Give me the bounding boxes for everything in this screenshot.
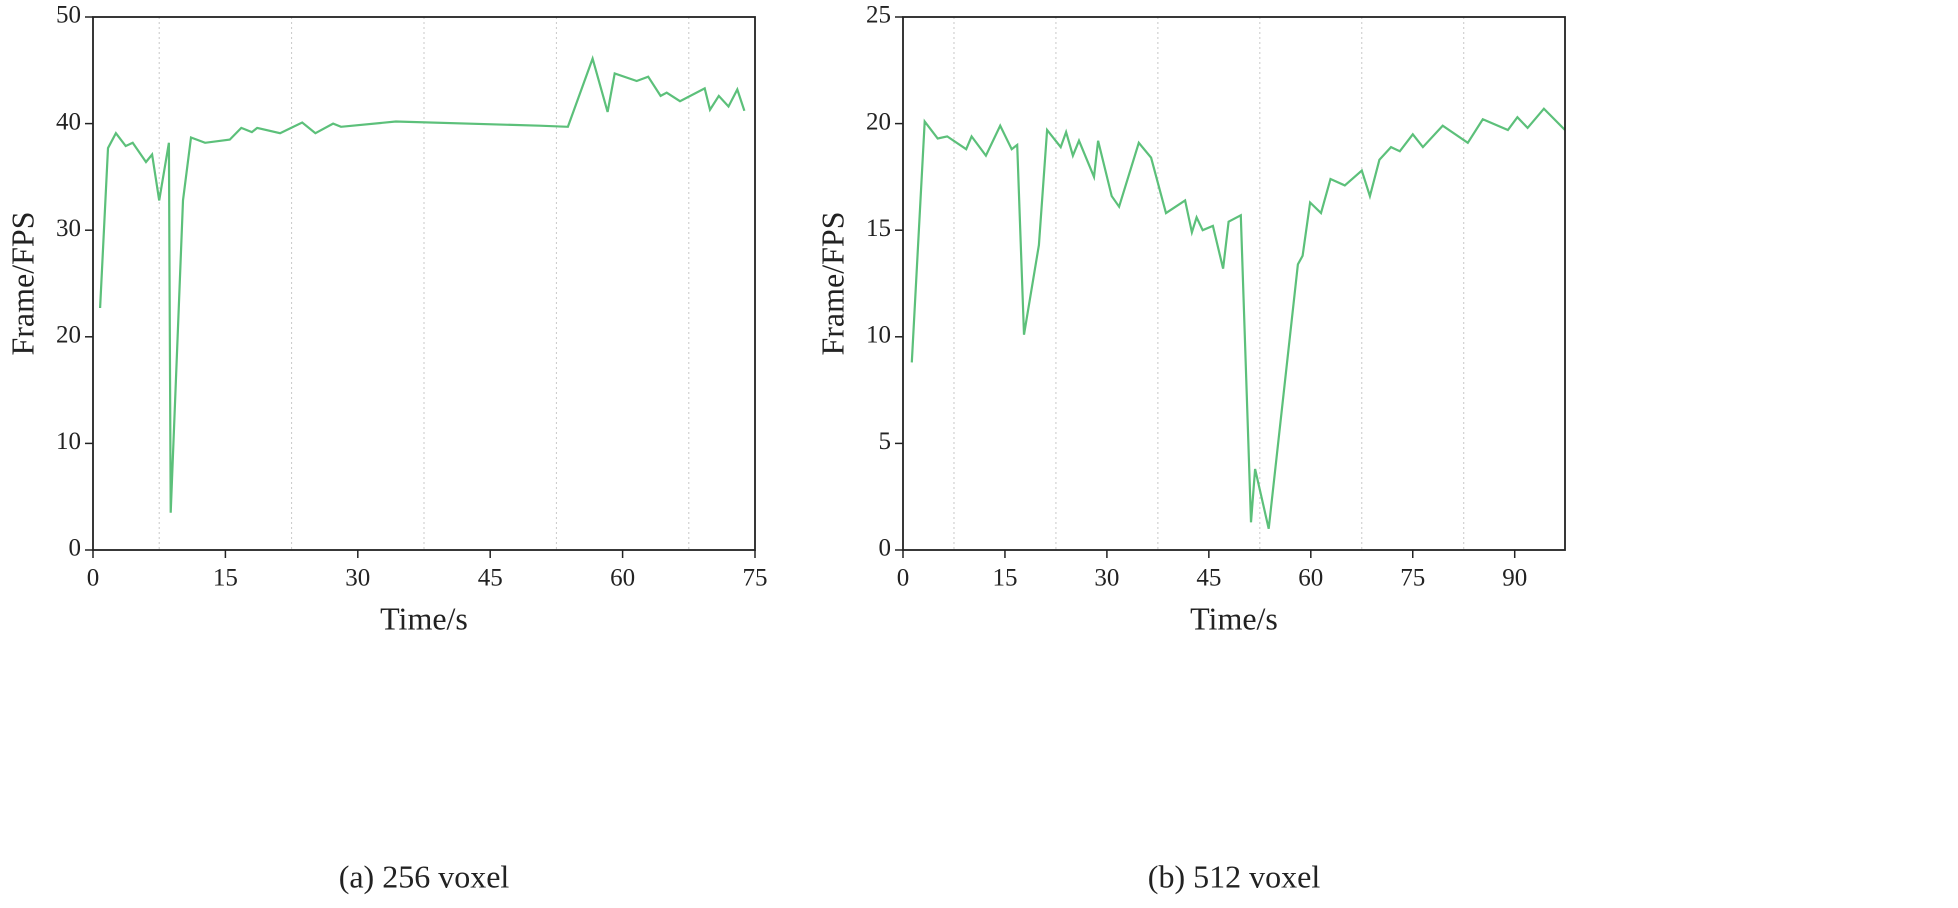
y-axis-label: Frame/FPS [4,211,40,355]
y-tick-label: 10 [866,322,891,349]
x-tick-label: 90 [1502,565,1527,592]
x-tick-label: 45 [478,565,503,592]
x-tick-label: 45 [1196,565,1221,592]
caption: (b) 512 voxel [1148,858,1321,894]
x-tick-label: 0 [87,565,100,592]
y-tick-label: 0 [879,535,892,562]
x-tick-label: 15 [992,565,1017,592]
x-axis-label: Time/s [380,600,468,636]
x-tick-label: 60 [1298,565,1323,592]
y-tick-label: 20 [56,322,81,349]
y-tick-label: 0 [69,535,82,562]
x-tick-label: 15 [213,565,238,592]
x-tick-label: 30 [1094,565,1119,592]
caption: (a) 256 voxel [339,858,510,894]
plot-frame [902,16,1566,551]
x-tick-label: 60 [610,565,635,592]
subplot: 0 15 30 45 60 75 0 10 20 30 40 50 Time/s Frame/FPS (a)… [4,2,767,895]
y-tick-label: 40 [56,108,81,135]
x-axis-label: Time/s [1190,600,1278,636]
y-tick-label: 5 [879,428,892,455]
y-tick-label: 20 [866,108,891,135]
x-tick-label: 30 [345,565,370,592]
subplot: 0 15 30 45 60 75 90 0 5 10 15 20 25 Time/s Frame/FPS (b… [814,2,1566,894]
y-tick-label: 50 [56,2,81,29]
y-tick-label: 10 [56,428,81,455]
x-tick-label: 0 [897,565,910,592]
data-line [910,107,1566,529]
plot-frame [92,16,756,551]
y-axis-label: Frame/FPS [814,211,850,355]
y-tick-label: 25 [866,2,891,29]
x-tick-label: 75 [1400,565,1425,592]
data-line [99,55,746,513]
y-tick-label: 30 [56,215,81,242]
y-tick-label: 15 [866,215,891,242]
x-tick-label: 75 [743,565,768,592]
